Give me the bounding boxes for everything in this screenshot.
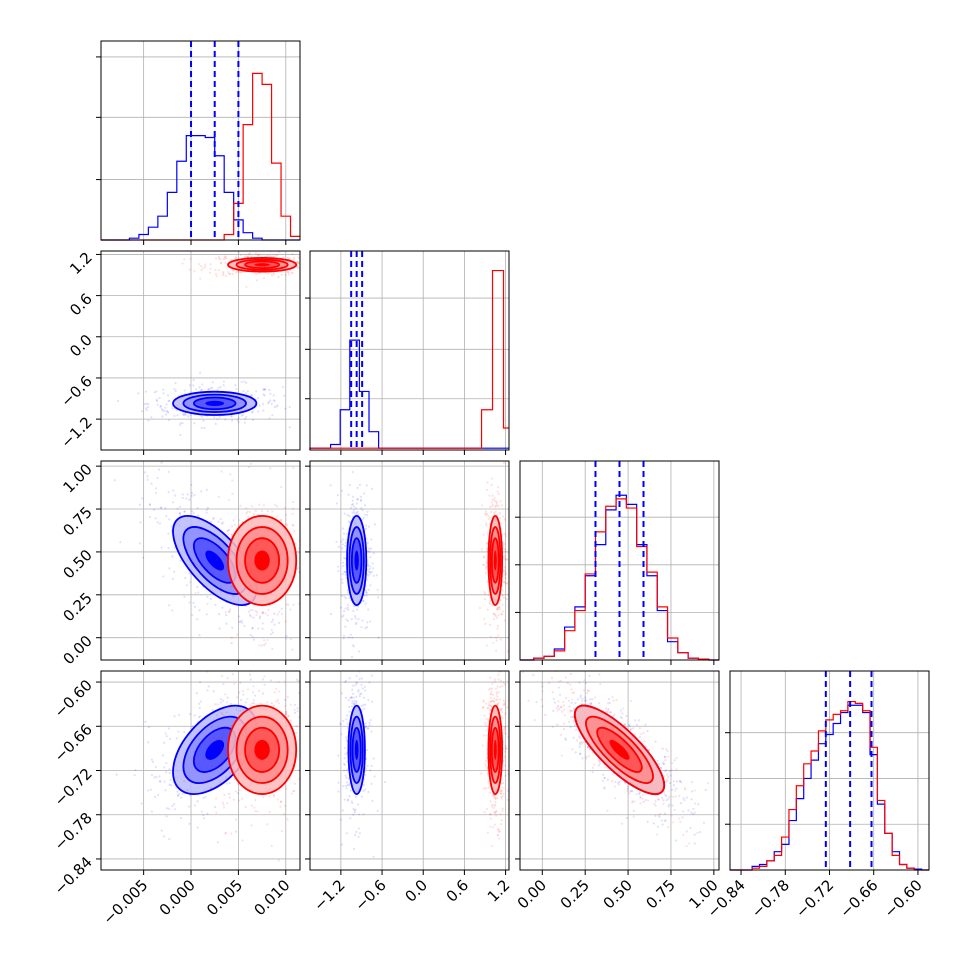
density-peak [493,550,497,571]
grid-lines [310,251,509,450]
density-peak [205,400,225,406]
y-tick-label: 0.50 [59,546,95,582]
y-tick-label: −0.60 [51,676,96,721]
hist-panel-3 [725,670,930,871]
histogram-series-2 [520,498,719,661]
panel-content [113,461,300,651]
density-peak [254,739,270,760]
x-tick-label: −0.72 [792,876,837,921]
histogram-series-1 [309,339,509,450]
grid-lines [310,671,509,870]
density-peak [205,739,225,760]
panel-content [329,462,509,659]
y-tick-label: 0.00 [59,632,95,668]
histogram-series-1 [730,704,929,871]
histogram-series-2 [730,700,929,871]
x-tick-label: −1.2 [310,876,348,914]
scatter-panel-2-0 [100,460,301,661]
histogram-series-2 [101,72,300,241]
scatter-panel-2-1 [309,460,510,661]
x-tick-label: 0.25 [557,876,593,912]
x-tick-label: 0.000 [156,876,199,919]
grid-lines [101,251,300,450]
y-tick-label: 0.75 [59,503,95,539]
y-tick-label: −0.6 [57,372,95,410]
x-tick-label: 0.50 [600,876,636,912]
x-tick-label: −0.60 [881,876,926,921]
x-tick-label: 0.00 [514,876,550,912]
density-peak [254,263,270,267]
y-tick-label: −0.66 [51,720,96,765]
histogram-series-1 [101,135,300,241]
x-tick-label: 0.0 [401,876,431,906]
x-tick-label: 1.2 [484,876,514,906]
x-tick-label: −0.78 [748,876,793,921]
y-tick-label: 1.00 [59,460,95,496]
panel-content [117,251,300,437]
x-tick-label: 0.005 [203,876,246,919]
y-tick-label: 0.0 [66,331,96,361]
y-tick-label: 0.25 [59,589,95,625]
x-tick-label: −0.005 [99,876,151,928]
panel-content [115,671,300,862]
density-peak [254,550,270,571]
hist-panel-2 [515,460,720,661]
panel-frame [309,250,510,451]
scatter-panel-3-0 [100,670,301,871]
density-peak [354,550,359,571]
hist-panel-1 [305,250,510,451]
grid-lines [101,41,300,240]
panel-frame [100,40,301,241]
scatter-panel-1-0 [100,250,301,451]
y-tick-label: −0.72 [51,765,96,810]
y-tick-label: 0.6 [66,290,96,320]
y-tick-label: −0.78 [51,809,96,854]
x-tick-label: 0.6 [443,876,473,906]
y-tick-label: −0.84 [51,853,96,898]
density-peak [354,739,359,760]
panel-frame [309,460,510,661]
panel-frame [519,460,720,661]
grid-lines [310,461,509,660]
scatter-panel-3-1 [309,670,510,871]
grid-lines [520,461,719,660]
x-tick-label: −0.6 [351,876,389,914]
y-tick-label: −1.2 [57,413,95,451]
scatter-panel-3-2 [519,670,720,871]
panel-content [521,671,710,848]
x-tick-label: −0.66 [836,876,881,921]
panel-frame [100,460,301,661]
x-tick-label: 0.010 [251,876,294,919]
density-peak [493,739,497,760]
grid-lines [730,671,929,870]
density-peak [609,739,630,760]
x-tick-label: 0.75 [642,876,678,912]
histogram-series-2 [309,269,509,450]
y-tick-label: 1.2 [66,249,96,279]
hist-panel-0 [96,40,301,241]
panel-content [337,671,509,858]
density-peak [205,550,225,571]
panel-frame [100,250,301,451]
